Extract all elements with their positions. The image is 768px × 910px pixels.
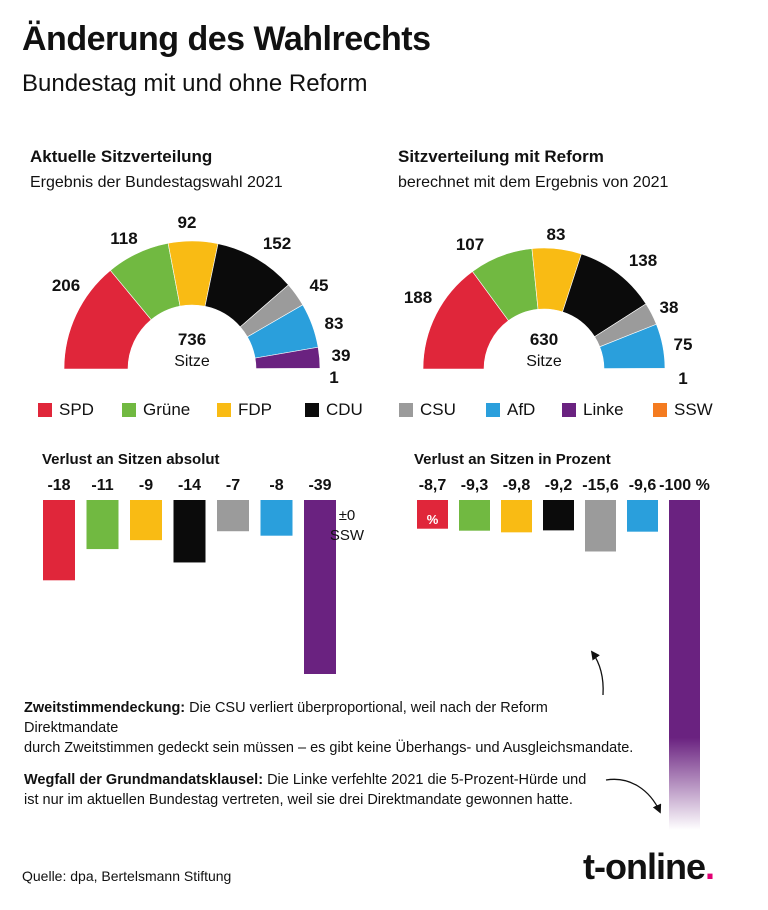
bar-linke <box>669 500 700 830</box>
source-note: Quelle: dpa, Bertelsmann Stiftung <box>22 868 232 884</box>
legend-swatch <box>217 403 231 417</box>
slice-label-csu: 45 <box>310 276 329 295</box>
bar-csu <box>217 500 249 532</box>
page-subtitle: Bundestag mit und ohne Reform <box>22 70 368 97</box>
note-zweitstimmendeckung: Zweitstimmendeckung: Die CSU verliert üb… <box>24 700 634 756</box>
abs-bar-title: Verlust an Sitzen absolut <box>42 451 220 468</box>
csu-annotation-arrow <box>590 650 604 696</box>
legend-item-cdu: CDU <box>305 400 363 420</box>
slice-label-gruene: 118 <box>110 229 137 248</box>
bar-label-afd: -8 <box>269 477 283 494</box>
ssw-zero-value: ±0 <box>339 507 356 524</box>
bar-label-spd: -18 <box>47 477 70 494</box>
right-half-donut: 188 107 83 138 38 75 1 630 Sitze <box>404 225 693 388</box>
legend-swatch <box>122 403 136 417</box>
bar-label-gruene: -11 <box>91 477 113 494</box>
bar-label-fdp: -9,8 <box>503 477 531 494</box>
bar-label-spd: -8,7 <box>419 477 447 494</box>
slice-label-gruene: 107 <box>456 235 484 254</box>
legend-swatch <box>562 403 576 417</box>
legend-swatch <box>399 403 413 417</box>
slice-label-spd: 206 <box>52 276 80 295</box>
legend-item-linke: Linke <box>562 400 624 420</box>
legend-swatch <box>486 403 500 417</box>
right-donut-subtitle: berechnet mit dem Ergebnis von 2021 <box>398 174 669 191</box>
left-half-donut: 206 118 92 152 45 83 39 1 736 Sitze <box>52 213 351 387</box>
legend-item-ssw: SSW <box>653 400 713 420</box>
legend-swatch <box>305 403 319 417</box>
bar-spd <box>417 500 448 529</box>
percent-loss-bars: -8,7 -9,3 -9,8 -9,2 -15,6 -9,6 -100 %% <box>417 477 710 830</box>
percent-unit-label: % <box>427 512 439 527</box>
pct-bar-title: Verlust an Sitzen in Prozent <box>414 451 611 468</box>
left-donut-subtitle: Ergebnis der Bundestagswahl 2021 <box>30 174 283 191</box>
slice-label-spd: 188 <box>404 288 432 307</box>
slice-label-ssw: 1 <box>329 368 338 387</box>
absolute-loss-bars: -18 -11 -9 -14 -7 -8 -39 ±0 SSW <box>43 477 365 674</box>
slice-label-fdp: 83 <box>547 225 566 244</box>
right-donut-title: Sitzverteilung mit Reform <box>398 147 604 166</box>
legend-item-csu: CSU <box>399 400 456 420</box>
legend-swatch <box>653 403 667 417</box>
slice-label-csu: 38 <box>660 298 679 317</box>
bar-label-fdp: -9 <box>139 477 153 494</box>
bar-fdp <box>501 500 532 533</box>
center-label: Sitze <box>526 353 562 370</box>
legend-swatch <box>38 403 52 417</box>
bar-label-gruene: -9,3 <box>461 477 489 494</box>
bar-spd <box>43 500 75 581</box>
slice-ssw <box>255 368 321 370</box>
page-title: Änderung des Wahlrechts <box>22 20 431 58</box>
bar-label-linke: -100 % <box>659 477 710 494</box>
bar-gruene <box>459 500 490 531</box>
legend: SPD Grüne FDP CDU CSU AfD Linke SSW <box>30 400 750 424</box>
bar-afd <box>260 500 293 536</box>
center-label: Sitze <box>174 353 210 370</box>
legend-item-afd: AfD <box>486 400 535 420</box>
t-online-logo: t-online. <box>583 846 715 887</box>
note-grundmandatsklausel: Wegfall der Grundmandatsklausel: Die Lin… <box>24 772 587 808</box>
center-total: 736 <box>178 330 206 349</box>
left-donut-title: Aktuelle Sitzverteilung <box>30 147 213 166</box>
legend-item-fdp: FDP <box>217 400 272 420</box>
bar-afd <box>627 500 658 532</box>
slice-label-afd: 75 <box>674 335 693 354</box>
bar-csu <box>585 500 616 552</box>
slice-label-afd: 83 <box>325 314 344 333</box>
linke-annotation-arrow <box>605 778 662 814</box>
bar-label-afd: -9,6 <box>629 477 657 494</box>
bar-label-linke: -39 <box>308 477 331 494</box>
legend-item-gruene: Grüne <box>122 400 190 420</box>
bar-fdp <box>130 500 162 541</box>
legend-item-spd: SPD <box>38 400 94 420</box>
bar-label-csu: -7 <box>226 477 240 494</box>
slice-label-fdp: 92 <box>178 213 197 232</box>
slice-ssw <box>603 368 666 370</box>
bar-label-cdu: -14 <box>178 477 201 494</box>
bar-linke <box>304 500 336 674</box>
bar-label-csu: -15,6 <box>582 477 619 494</box>
center-total: 630 <box>530 330 558 349</box>
bar-cdu <box>173 500 206 563</box>
bar-cdu <box>543 500 574 531</box>
slice-label-cdu: 138 <box>629 251 657 270</box>
slice-label-linke: 39 <box>332 346 351 365</box>
slice-label-cdu: 152 <box>263 234 291 253</box>
ssw-zero-label: SSW <box>330 527 365 544</box>
bar-gruene <box>86 500 119 550</box>
slice-label-ssw: 1 <box>678 369 687 388</box>
bar-label-cdu: -9,2 <box>545 477 573 494</box>
